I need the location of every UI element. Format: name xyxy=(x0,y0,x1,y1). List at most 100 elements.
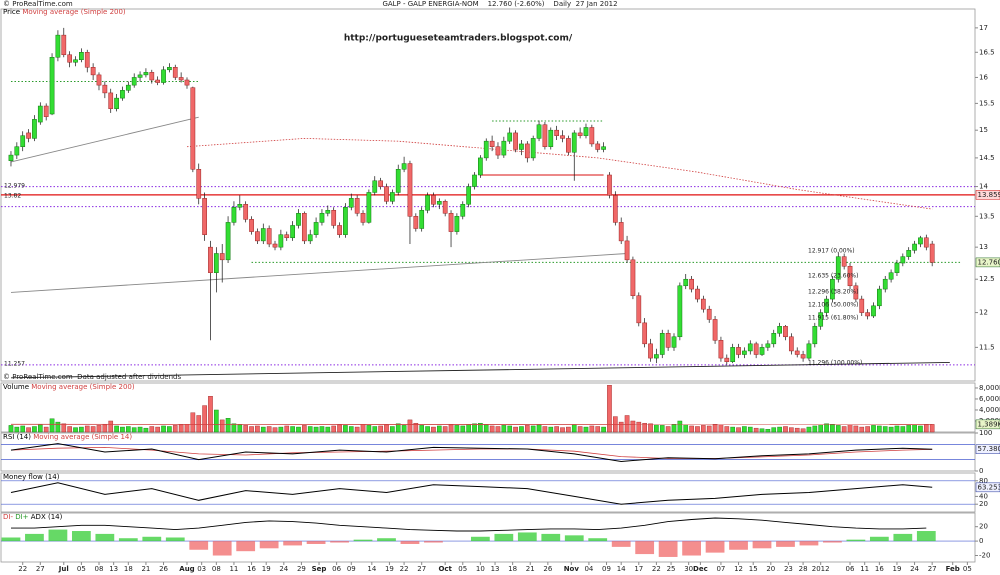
candle-body xyxy=(472,174,477,187)
x-tick-label: 18 xyxy=(508,565,517,573)
volume-bar xyxy=(296,426,301,433)
candle-body xyxy=(243,204,249,220)
volume-bar xyxy=(190,412,196,433)
candle-body xyxy=(161,69,166,83)
candle-body xyxy=(8,154,14,161)
volume-bar xyxy=(343,425,348,433)
candle-body xyxy=(583,127,589,136)
volume-bar xyxy=(466,424,471,433)
x-tick-label: 17 xyxy=(634,565,643,573)
volume-bar xyxy=(923,424,929,433)
candle-body xyxy=(172,67,178,78)
volume-bar xyxy=(32,426,37,433)
volume-bar xyxy=(331,425,336,433)
volume-bar xyxy=(178,424,184,433)
volume-bar xyxy=(571,424,577,433)
volume-bar xyxy=(307,426,313,433)
candle-body xyxy=(478,157,483,176)
di-bar xyxy=(776,541,795,547)
volume-bar xyxy=(337,424,342,433)
candle-body xyxy=(184,79,190,86)
x-tick-label: 12 xyxy=(734,565,743,573)
candle-body xyxy=(519,143,524,150)
candle-body xyxy=(824,298,829,313)
volume-bar xyxy=(425,426,430,433)
candle-body xyxy=(730,347,736,362)
candle-body xyxy=(325,210,331,214)
di-bar xyxy=(729,541,748,550)
di-bar xyxy=(658,541,678,557)
candle-body xyxy=(378,180,383,187)
candle-body xyxy=(489,140,495,147)
volume-bar xyxy=(794,427,800,433)
x-tick-label: 06 xyxy=(332,565,341,573)
volume-bar xyxy=(677,420,683,433)
adx-line xyxy=(11,517,927,532)
di-bar xyxy=(353,539,373,542)
candle-body xyxy=(624,240,630,261)
volume-bar xyxy=(683,424,689,433)
candle-body xyxy=(431,195,436,205)
candle-body xyxy=(753,343,759,355)
volume-bar xyxy=(589,425,595,433)
x-tick-label: Nov xyxy=(564,565,580,573)
x-tick-label: 29 xyxy=(297,565,306,573)
candle-body xyxy=(577,132,583,136)
volume-bar xyxy=(108,420,114,433)
x-tick-label: 22 xyxy=(18,565,27,573)
candle-body xyxy=(143,72,149,76)
candle-body xyxy=(260,228,266,242)
volume-bar xyxy=(671,424,677,433)
moving-average xyxy=(186,137,933,210)
volume-bar xyxy=(43,426,49,433)
candle-body xyxy=(794,350,800,355)
chart-title: GALP - GALP ENERGIA-NOM 12.760 (-2.60%) … xyxy=(382,0,617,8)
volume-bar xyxy=(841,426,847,433)
volume-bar xyxy=(618,421,624,433)
candle-body xyxy=(777,326,782,334)
candle-body xyxy=(923,237,929,248)
di-bar xyxy=(752,541,772,549)
volume-bar xyxy=(818,424,823,433)
panel-label: Price Moving average (Simple 200) xyxy=(3,8,128,16)
volume-bar xyxy=(742,426,747,433)
volume-bar xyxy=(442,426,448,433)
candle-body xyxy=(49,57,55,115)
panel-label-part: Moving average (Simple 14) xyxy=(33,433,134,441)
candle-body xyxy=(413,216,419,229)
source: © ProRealTime.com xyxy=(3,0,73,8)
candle-body xyxy=(736,347,741,355)
candle-body xyxy=(812,326,818,345)
annotation: 13.82 xyxy=(4,193,21,200)
candle-body xyxy=(167,67,172,71)
di-bar xyxy=(705,541,725,553)
volume-bar xyxy=(595,426,601,433)
y-tick-label: 14.5 xyxy=(979,154,995,162)
x-tick-label: 30 xyxy=(684,565,693,573)
volume-bar xyxy=(536,424,542,433)
volume-bar xyxy=(302,425,307,433)
di-bar xyxy=(494,533,514,542)
candle-body xyxy=(43,105,49,117)
candle-body xyxy=(788,336,794,352)
di-bar xyxy=(400,541,420,544)
volume-bar xyxy=(507,425,513,433)
x-tick-label: 23 xyxy=(784,565,793,573)
trend-line xyxy=(10,116,199,163)
volume-bar xyxy=(454,425,460,433)
candle-body xyxy=(14,146,20,156)
di-bar xyxy=(189,541,209,550)
volume-bar xyxy=(325,426,331,433)
candle-body xyxy=(695,288,700,300)
volume-bar xyxy=(120,426,125,433)
volume-bar xyxy=(519,426,524,433)
indicator-line xyxy=(10,446,933,459)
candle-body xyxy=(231,207,237,223)
x-tick-label: 19 xyxy=(262,565,271,573)
x-tick-label: 22 xyxy=(652,565,661,573)
di-bar xyxy=(95,533,115,542)
x-tick-label: 14 xyxy=(617,565,626,573)
candle-body xyxy=(818,312,824,327)
x-tick-label: Sep xyxy=(312,565,327,573)
volume-bar xyxy=(712,424,718,433)
